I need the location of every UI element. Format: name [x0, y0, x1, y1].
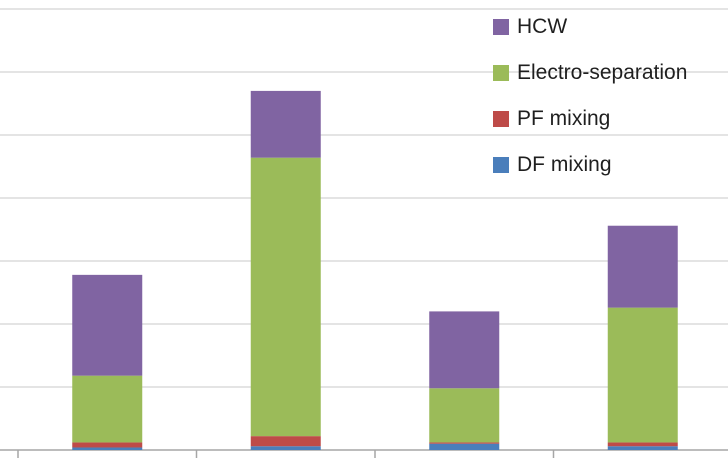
legend-swatch-hcw	[493, 19, 509, 35]
bar-segment-electro-separation	[429, 388, 500, 443]
bar-segment-hcw	[429, 311, 500, 389]
bar-segment-electro-separation	[250, 157, 321, 437]
bar-segment-electro-separation	[607, 307, 678, 443]
legend-swatch-electro-separation	[493, 65, 509, 81]
legend-item-electro-separation: Electro-separation	[493, 50, 687, 96]
legend-label-electro-separation: Electro-separation	[517, 61, 688, 84]
legend-label-hcw: HCW	[517, 15, 568, 38]
bar-segment-hcw	[250, 90, 321, 158]
bar-segment-hcw	[607, 225, 678, 308]
bar-segment-df-mixing	[250, 446, 321, 450]
bar-segment-df-mixing	[72, 447, 143, 450]
bar-segment-df-mixing	[607, 446, 678, 450]
bar-segment-df-mixing	[429, 443, 500, 450]
bar-segment-pf-mixing	[72, 442, 143, 448]
legend-label-pf-mixing: PF mixing	[517, 107, 611, 130]
legend-swatch-pf-mixing	[493, 111, 509, 127]
legend-item-df-mixing: DF mixing	[493, 142, 687, 188]
legend-label-df-mixing: DF mixing	[517, 153, 612, 176]
legend-item-pf-mixing: PF mixing	[493, 96, 687, 142]
legend-swatch-df-mixing	[493, 157, 509, 173]
legend: HCW Electro-separation PF mixing DF mixi…	[493, 4, 687, 188]
legend-item-hcw: HCW	[493, 4, 687, 50]
bar-segment-pf-mixing	[607, 442, 678, 447]
bar-segment-pf-mixing	[429, 442, 500, 444]
bar-segment-hcw	[72, 274, 143, 376]
bar-segment-electro-separation	[72, 375, 143, 443]
bar-segment-pf-mixing	[250, 436, 321, 447]
